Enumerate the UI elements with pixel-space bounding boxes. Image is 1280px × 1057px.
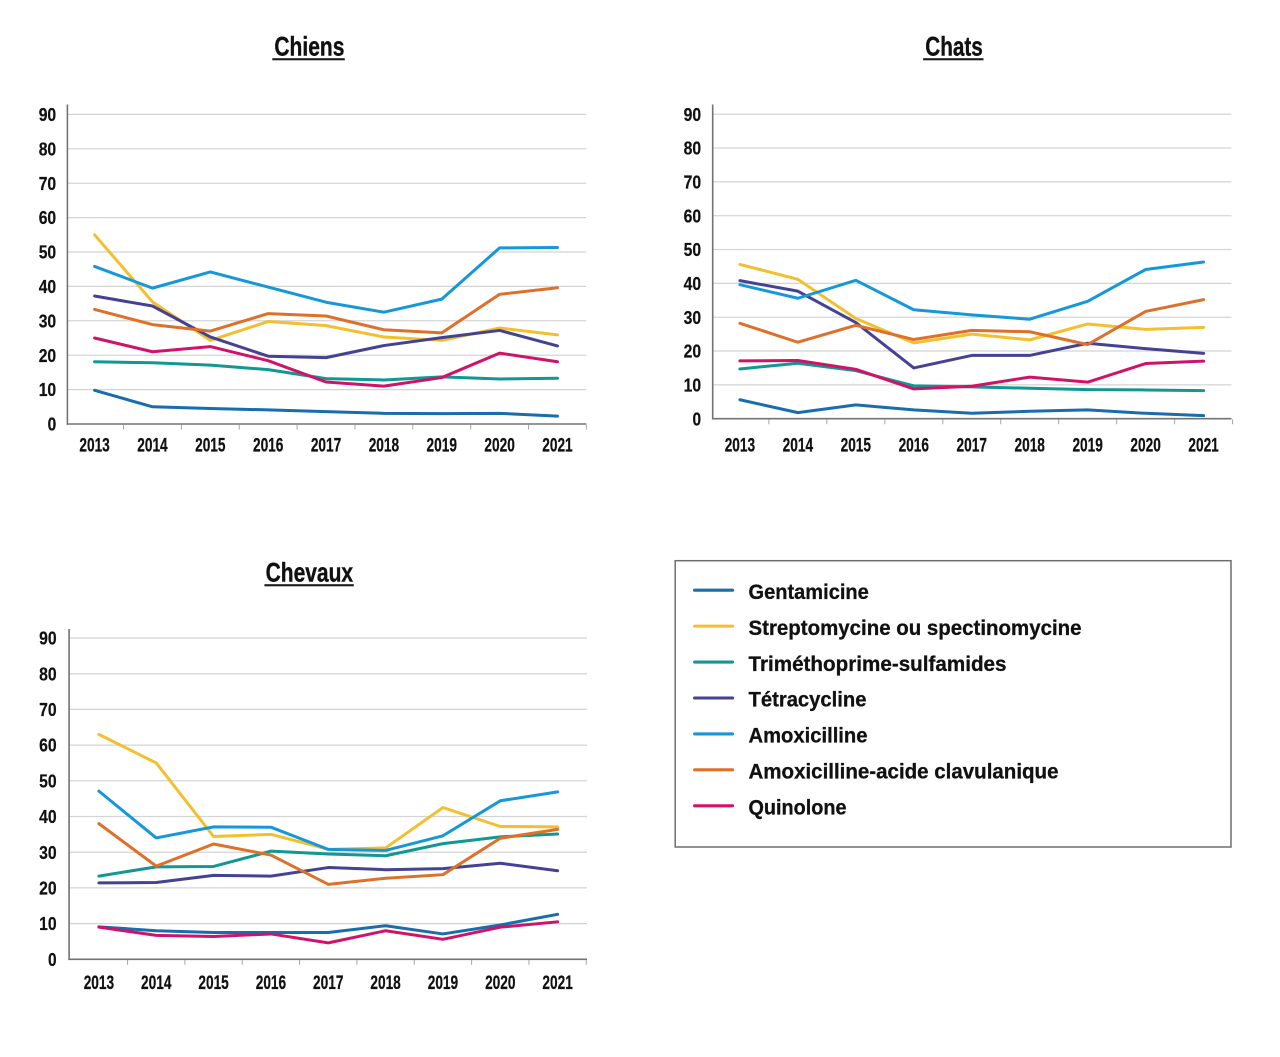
svg-text:40: 40 [684,274,702,294]
svg-text:2013: 2013 [79,436,109,457]
svg-text:2014: 2014 [137,436,168,457]
svg-text:2015: 2015 [195,436,226,457]
svg-text:Amoxicilline-acide clavulaniqu: Amoxicilline-acide clavulanique [749,761,1059,784]
svg-text:2017: 2017 [957,436,987,457]
svg-text:20: 20 [39,879,57,899]
svg-text:80: 80 [684,139,702,159]
svg-text:40: 40 [39,807,57,827]
svg-text:2018: 2018 [1015,436,1045,457]
svg-text:Quinolone: Quinolone [749,796,847,819]
svg-text:Triméthoprime-sulfamides: Triméthoprime-sulfamides [749,653,1007,676]
svg-text:2013: 2013 [84,973,114,994]
svg-text:80: 80 [39,664,57,684]
svg-text:2019: 2019 [427,436,457,457]
svg-text:2017: 2017 [311,436,341,457]
svg-text:2021: 2021 [542,973,573,994]
svg-text:2020: 2020 [484,436,514,457]
svg-text:70: 70 [39,174,57,194]
svg-text:2014: 2014 [141,973,172,994]
svg-text:2018: 2018 [370,973,400,994]
svg-text:10: 10 [39,380,57,400]
svg-text:80: 80 [39,139,57,159]
svg-text:Tétracycline: Tétracycline [749,689,867,712]
svg-text:60: 60 [684,206,702,226]
svg-text:10: 10 [684,375,702,395]
svg-text:30: 30 [39,311,57,331]
svg-text:2019: 2019 [1072,436,1102,457]
svg-text:2013: 2013 [725,436,755,457]
svg-text:Chevaux: Chevaux [266,558,354,588]
svg-text:2016: 2016 [899,436,929,457]
svg-text:30: 30 [39,843,57,863]
svg-text:20: 20 [39,346,57,366]
svg-text:2021: 2021 [1188,436,1219,457]
svg-text:70: 70 [39,700,57,720]
svg-text:60: 60 [39,208,57,228]
svg-text:2021: 2021 [542,436,573,457]
svg-text:Chiens: Chiens [274,32,344,62]
svg-text:Amoxicilline: Amoxicilline [749,725,868,748]
svg-text:2018: 2018 [369,436,399,457]
svg-text:50: 50 [39,771,57,791]
svg-text:2019: 2019 [428,973,458,994]
svg-text:2016: 2016 [253,436,283,457]
svg-text:0: 0 [48,950,57,970]
svg-text:50: 50 [684,240,702,260]
svg-text:2015: 2015 [198,973,229,994]
svg-text:2017: 2017 [313,973,343,994]
svg-text:Streptomycine ou spectinomycin: Streptomycine ou spectinomycine [749,617,1082,640]
svg-text:90: 90 [684,105,702,125]
svg-text:60: 60 [39,736,57,756]
svg-text:30: 30 [684,308,702,328]
svg-text:90: 90 [39,629,57,649]
svg-text:2015: 2015 [841,436,872,457]
svg-text:2014: 2014 [783,436,814,457]
svg-text:2020: 2020 [1130,436,1160,457]
svg-text:70: 70 [684,172,702,192]
svg-text:10: 10 [39,914,57,934]
svg-text:20: 20 [684,342,702,362]
svg-text:Chats: Chats [925,32,983,62]
svg-text:2020: 2020 [485,973,515,994]
svg-text:0: 0 [48,415,57,435]
svg-text:40: 40 [39,277,57,297]
svg-text:2016: 2016 [256,973,286,994]
svg-text:50: 50 [39,243,57,263]
svg-text:90: 90 [39,105,57,125]
svg-text:Gentamicine: Gentamicine [749,581,869,604]
svg-text:0: 0 [693,409,702,429]
